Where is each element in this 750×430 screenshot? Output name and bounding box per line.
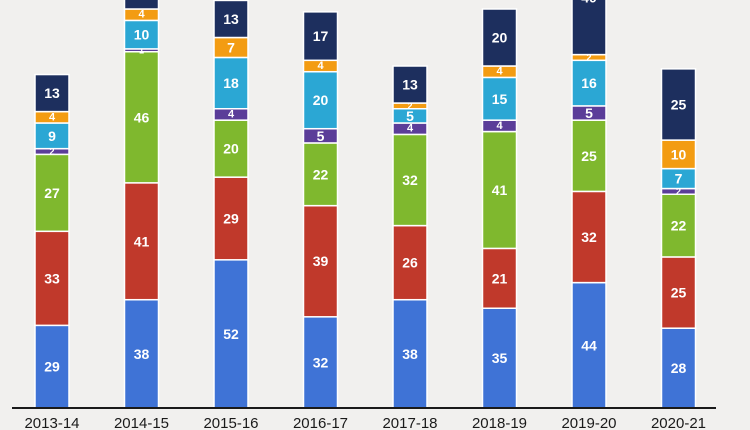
bar-segment [302,142,339,207]
bar-segment [123,0,160,10]
data-label: 9 [48,128,56,144]
data-label: 38 [134,346,150,362]
data-label: 21 [492,270,508,286]
data-label: 7 [675,171,683,187]
data-label: 41 [134,233,150,249]
bar-segment [571,0,607,56]
bar-segment [392,133,428,227]
data-label: 25 [671,285,687,301]
data-label: 5 [585,105,593,121]
data-label: 4 [407,123,414,135]
bar-segment [392,224,428,301]
data-label: 4 [317,60,324,72]
data-label: 2 [407,101,412,111]
x-tick-label: 2018-19 [472,415,527,430]
bar-segment [392,65,428,104]
x-tick-label: 2014-15 [114,415,169,430]
data-label: 32 [581,229,597,245]
data-label: 10 [671,146,687,162]
data-label: 20 [223,141,239,157]
bar-segment [660,256,697,329]
data-label: 32 [402,172,418,188]
data-label: 22 [313,166,329,182]
data-label: 33 [44,270,60,286]
bar-segment [34,230,70,327]
bar-segment [660,68,697,141]
data-label: 4 [496,120,503,132]
bar-stack: 52 29 20 4 18 7 13 [213,0,249,409]
data-label: 15 [492,91,508,107]
data-label: 20 [492,30,508,46]
data-label: 28 [671,360,687,376]
bar-segment [213,176,249,261]
data-label: 4 [49,111,56,123]
data-label: 52 [223,326,239,342]
data-label: 2 [676,186,681,196]
data-label: 2 [586,52,591,62]
bar-segment [34,73,70,113]
data-label: 5 [406,108,414,124]
bar-segment [660,327,697,409]
x-tick-label: 2013-14 [24,415,79,430]
bar-segment [213,0,249,39]
data-label: 13 [44,85,60,101]
data-label: 26 [402,255,418,271]
bar-segment [34,122,70,150]
data-label: 20 [313,92,329,108]
bars-layer: 2933272941338414611041552292041871332392… [34,0,697,409]
bar-segment [481,8,518,67]
data-label: 1 [139,45,144,55]
data-label: 13 [402,77,418,93]
x-tick-label: 2017-18 [382,415,437,430]
bar-stack: 44 32 25 5 16 2 40 [571,0,607,409]
x-tick-label: 2015-16 [203,415,258,430]
x-tick-labels: 2013-14 2014-15 2015-16 2016-17 2017-18 2018-… [24,415,706,430]
bar-segment [481,307,518,409]
bar-segment [481,130,518,250]
data-label: 7 [227,39,235,55]
data-label: 46 [134,109,150,125]
data-label: 25 [671,96,687,112]
bar-stack: 35 21 41 4 15 4 20 [481,8,518,409]
bar-segment [302,204,339,318]
bar-segment [34,324,70,409]
data-label: 32 [313,354,329,370]
x-tick-label: 2019-20 [561,415,616,430]
bar-segment [123,19,160,50]
data-label: 13 [223,11,239,27]
data-label: 4 [496,66,503,78]
data-label: 39 [313,253,329,269]
data-label: 29 [223,210,239,226]
x-tick-label: 2016-17 [293,415,348,430]
data-label: 17 [313,28,329,44]
data-label: 25 [581,148,597,164]
data-label: 44 [581,337,597,353]
bar-segment [302,70,339,130]
data-label: 35 [492,350,508,366]
bar-stack: 38 26 32 452 13 [392,65,428,409]
data-label: 40 [581,0,597,6]
data-label: 5 [317,128,325,144]
data-label: 38 [402,346,418,362]
data-label: 27 [44,185,60,201]
bar-stack: 384146110415 [123,0,160,409]
data-label: 22 [671,218,687,234]
data-label: 10 [134,27,150,43]
data-label: 4 [228,108,235,120]
bar-segment [213,119,249,178]
bar-stack: 32 39 22 5 20 4 17 [302,11,339,409]
x-tick-label: 2020-21 [651,415,706,430]
data-label: 18 [223,75,239,91]
data-label: 4 [138,9,145,21]
data-label: 29 [44,359,60,375]
data-label: 16 [581,75,597,91]
data-label: 2 [49,147,54,157]
bar-segment [302,11,339,62]
data-label: 41 [492,182,508,198]
